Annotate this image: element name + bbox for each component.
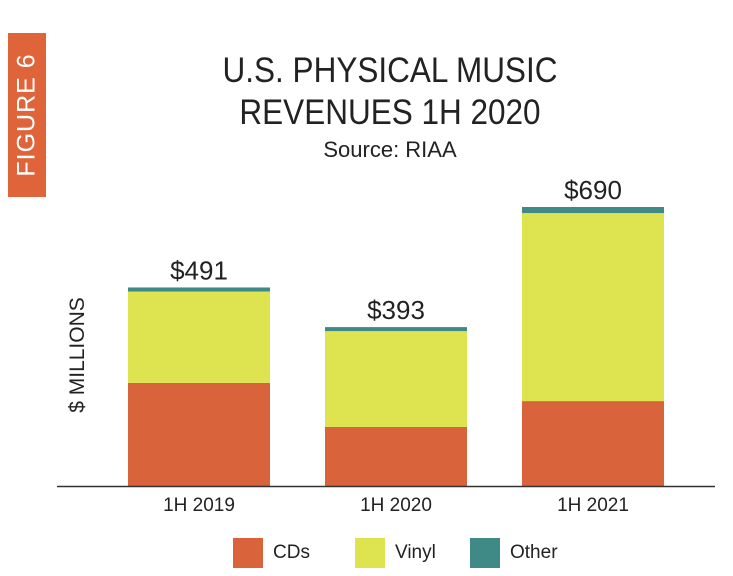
legend-label: CDs xyxy=(273,542,310,563)
bar-vinyl-1 xyxy=(325,331,467,427)
legend-swatch xyxy=(470,538,500,568)
bar-other-1 xyxy=(325,327,467,332)
figure-tab: FIGURE 6 xyxy=(8,33,46,197)
legend-item-cds: CDs xyxy=(233,538,310,568)
bar-cds-1 xyxy=(325,426,467,486)
legend: CDs Vinyl Other xyxy=(0,538,733,568)
bar-other-2 xyxy=(522,207,664,214)
legend-swatch xyxy=(355,538,385,568)
bar-other-0 xyxy=(128,287,270,292)
legend-item-other: Other xyxy=(470,538,558,568)
y-axis-label: $ MILLIONS xyxy=(66,297,89,413)
total-label: $690 xyxy=(564,175,622,205)
x-tick-label: 1H 2019 xyxy=(163,495,235,516)
bar-cds-0 xyxy=(128,382,270,486)
bar-cds-2 xyxy=(522,401,664,486)
legend-label: Vinyl xyxy=(395,542,436,563)
x-tick-label: 1H 2020 xyxy=(360,495,432,516)
chart-subtitle: Source: RIAA xyxy=(323,137,457,162)
chart-title: U.S. PHYSICAL MUSIC REVENUES 1H 2020 xyxy=(222,51,558,132)
legend-swatch xyxy=(233,538,263,568)
bar-vinyl-0 xyxy=(128,291,270,383)
legend-item-vinyl: Vinyl xyxy=(355,538,436,568)
x-tick-label: 1H 2021 xyxy=(557,495,629,516)
legend-label: Other xyxy=(510,542,558,563)
total-label: $393 xyxy=(367,295,425,325)
total-label: $491 xyxy=(170,255,228,285)
bar-vinyl-2 xyxy=(522,213,664,402)
